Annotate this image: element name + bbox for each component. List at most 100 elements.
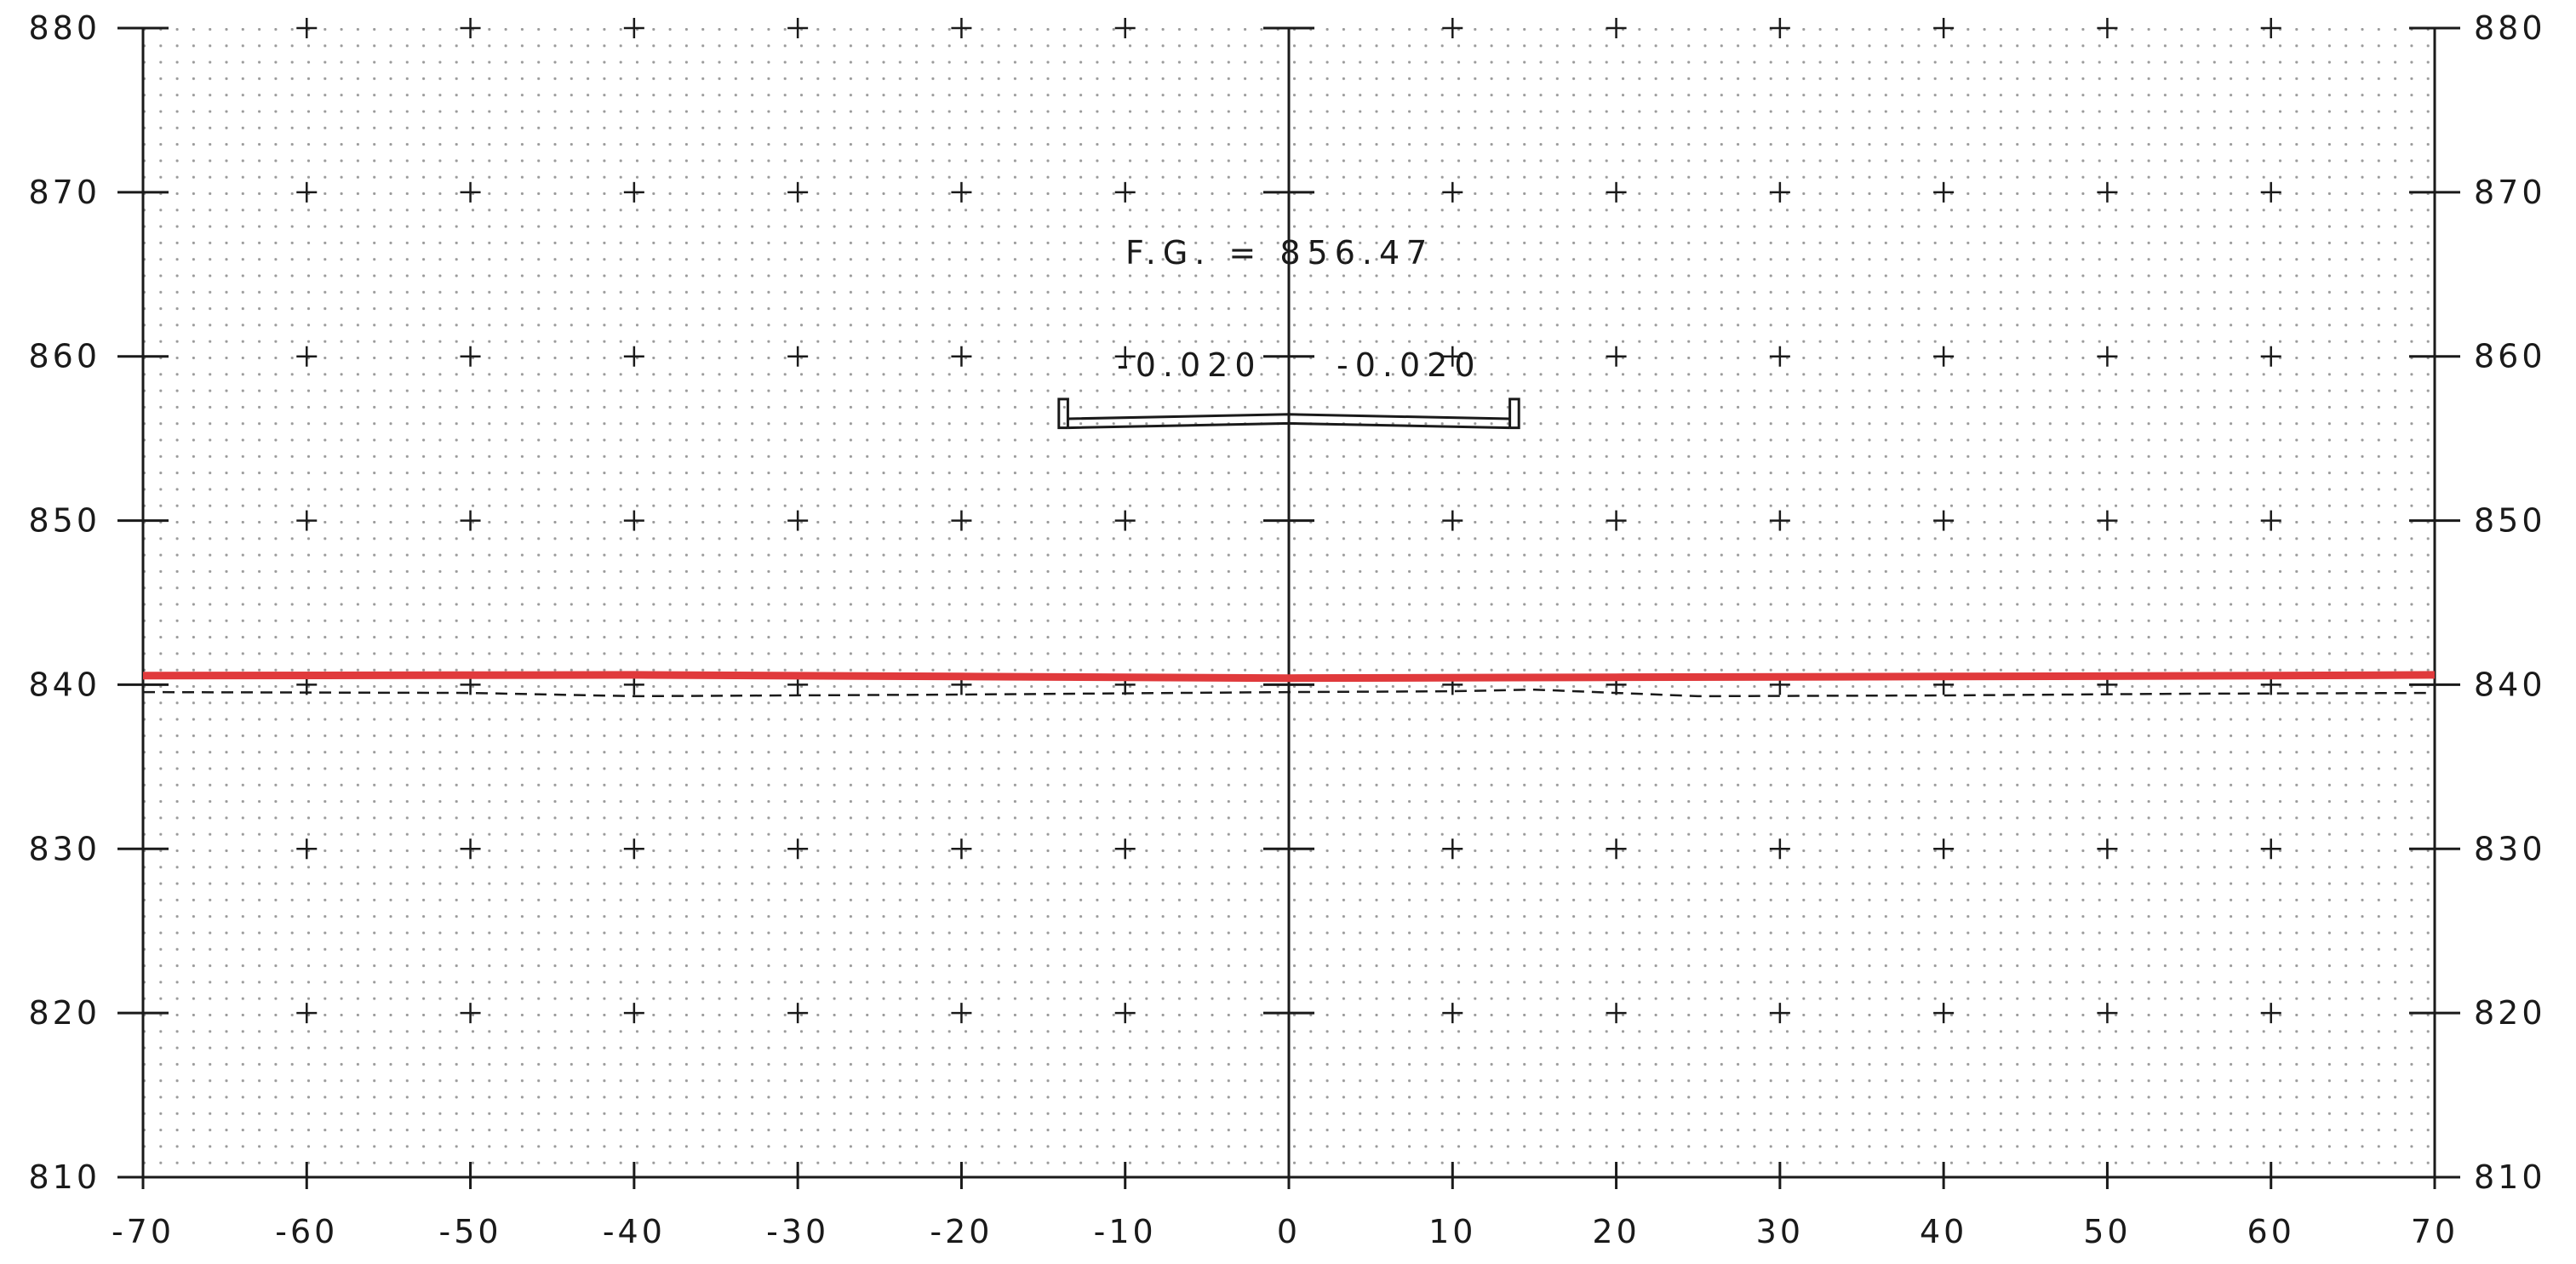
x-tick-label: -50 xyxy=(439,1213,502,1250)
left-curb xyxy=(1057,398,1069,430)
pavement-top xyxy=(1068,413,1510,420)
left-elevation-label: 870 xyxy=(28,174,100,211)
grid-cross xyxy=(2260,1003,2281,1024)
finished-grade-label: F.G. = 856.47 xyxy=(1125,234,1434,272)
grid-cross xyxy=(1769,510,1790,531)
grid-cross xyxy=(951,1003,972,1024)
grid-cross xyxy=(1769,838,1790,860)
grid-cross xyxy=(1442,181,1463,203)
grid-cross xyxy=(951,18,972,38)
x-tick-label: 60 xyxy=(2247,1213,2295,1250)
grid-cross xyxy=(951,181,972,203)
grid-crosses xyxy=(296,18,2281,1024)
grid-cross xyxy=(296,346,318,367)
grid-cross xyxy=(296,510,318,531)
grid-cross xyxy=(1114,838,1136,860)
x-tick-label: 70 xyxy=(2411,1213,2459,1250)
pavement-bottom xyxy=(1068,421,1510,430)
grid-cross xyxy=(623,510,644,531)
grid-cross xyxy=(296,838,318,860)
grid-cross xyxy=(1442,1003,1463,1024)
x-tick-label: 10 xyxy=(1428,1213,1476,1250)
right-elevation-label: 880 xyxy=(2474,9,2546,47)
x-axis-tick-labels: -70 -60 -50 -40 -30 -20 -10 0 10 20 30 40 50 60 70 xyxy=(112,1213,2459,1250)
left-elevation-label: 850 xyxy=(28,502,100,540)
grid-cross xyxy=(1606,181,1627,203)
grid-cross xyxy=(951,510,972,531)
left-elevation-label: 810 xyxy=(28,1158,100,1196)
grid-cross xyxy=(296,18,318,38)
grid-cross xyxy=(787,838,809,860)
grid-cross xyxy=(2097,346,2118,367)
grid-cross xyxy=(460,181,481,203)
grid-cross xyxy=(1442,838,1463,860)
left-cross-slope-label: -0.020 xyxy=(1117,346,1262,384)
grid-cross xyxy=(623,346,644,367)
grid-cross xyxy=(787,510,809,531)
x-tick-label: 20 xyxy=(1592,1213,1640,1250)
left-elevation-label: 880 xyxy=(28,9,100,47)
grid-cross xyxy=(2097,18,2118,38)
grid-cross xyxy=(1114,510,1136,531)
right-elevation-label: 850 xyxy=(2474,502,2546,540)
grid-cross xyxy=(1933,1003,1955,1024)
grid-cross xyxy=(460,838,481,860)
grid-cross xyxy=(1933,18,1955,38)
grid-cross xyxy=(2260,838,2281,860)
right-elevation-label: 840 xyxy=(2474,666,2546,703)
left-elevation-label: 830 xyxy=(28,830,100,867)
grid-cross xyxy=(1606,510,1627,531)
left-elevation-label: 820 xyxy=(28,994,100,1032)
grid-cross xyxy=(951,346,972,367)
grid-cross xyxy=(2097,510,2118,531)
grid-cross xyxy=(460,1003,481,1024)
x-tick-label: -70 xyxy=(112,1213,175,1250)
grid-cross xyxy=(1769,1003,1790,1024)
grid-cross xyxy=(1114,346,1136,367)
x-tick-label: -60 xyxy=(275,1213,338,1250)
x-tick-label: -10 xyxy=(1094,1213,1157,1250)
grid-cross xyxy=(1606,838,1627,860)
grid-cross xyxy=(1606,18,1627,38)
x-tick-label: -40 xyxy=(603,1213,666,1250)
grid-cross xyxy=(1442,18,1463,38)
grid-cross xyxy=(1933,838,1955,860)
right-elevation-label: 870 xyxy=(2474,174,2546,211)
grid-cross xyxy=(1769,181,1790,203)
dashed-ground-line xyxy=(142,688,2436,698)
grid-cross xyxy=(2260,510,2281,531)
grid-cross xyxy=(460,346,481,367)
axes xyxy=(117,26,2460,1189)
grid-cross xyxy=(296,181,318,203)
x-tick-label: -20 xyxy=(930,1213,993,1250)
grid-cross xyxy=(1114,18,1136,38)
left-elevation-label: 840 xyxy=(28,666,100,703)
x-tick-label: -30 xyxy=(766,1213,829,1250)
grid-cross xyxy=(2097,181,2118,203)
right-elevation-labels: 810 820 830 840 850 860 870 880 xyxy=(2474,9,2546,1196)
right-elevation-label: 860 xyxy=(2474,338,2546,375)
grid-cross xyxy=(951,838,972,860)
grid-cross xyxy=(2097,1003,2118,1024)
grid-cross xyxy=(2097,838,2118,860)
grid-cross xyxy=(296,1003,318,1024)
grid-cross xyxy=(1606,1003,1627,1024)
existing-ground-line xyxy=(142,671,2436,683)
grid-cross xyxy=(623,1003,644,1024)
right-elevation-label: 810 xyxy=(2474,1158,2546,1196)
grid-cross xyxy=(460,18,481,38)
x-tick-label: 50 xyxy=(2083,1213,2131,1250)
x-tick-label: 0 xyxy=(1277,1213,1301,1250)
grid-cross xyxy=(623,181,644,203)
grid-cross xyxy=(2260,181,2281,203)
left-elevation-labels: 810 820 830 840 850 860 870 880 xyxy=(28,9,100,1196)
grid-cross xyxy=(1933,510,1955,531)
grid-cross xyxy=(1114,1003,1136,1024)
grid-cross xyxy=(2260,18,2281,38)
right-curb xyxy=(1508,398,1520,430)
grid-cross xyxy=(1769,18,1790,38)
x-tick-label: 40 xyxy=(1920,1213,1967,1250)
roadway-template xyxy=(1057,398,1520,430)
grid-cross xyxy=(460,510,481,531)
